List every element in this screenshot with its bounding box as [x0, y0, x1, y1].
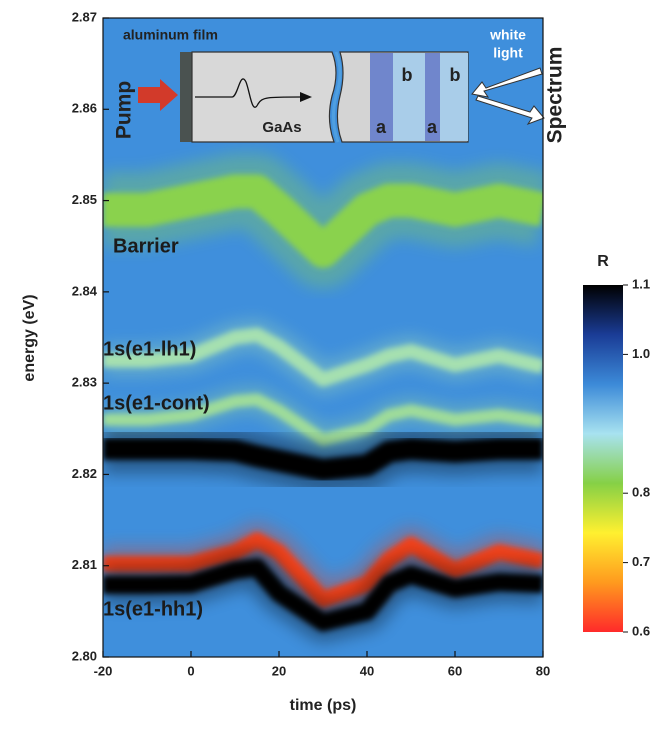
band	[103, 327, 543, 387]
gaas-body	[191, 51, 337, 143]
output-arrow	[475, 95, 545, 126]
layer-b	[393, 53, 425, 141]
colorbar-tick-label: 0.7	[632, 554, 650, 569]
film	[180, 52, 192, 142]
colorbar	[583, 285, 623, 632]
x-tick-label: -20	[94, 663, 113, 678]
band	[103, 393, 543, 446]
layer-label: b	[450, 65, 461, 85]
x-tick-label: 40	[360, 663, 374, 678]
layer-a	[370, 53, 393, 141]
plot-frame	[102, 17, 544, 658]
bands	[103, 154, 543, 643]
y-tick-label: 2.82	[72, 466, 97, 481]
x-tick-label: 0	[187, 663, 194, 678]
colorbar-tick-label: 1.0	[632, 346, 650, 361]
band	[103, 437, 543, 481]
inset: aluminum film Pump GaAs a b a b white li…	[113, 27, 567, 144]
colorbar-tick-label: 1.1	[632, 276, 650, 291]
colorbar-tick-label: 0.8	[632, 485, 650, 500]
band	[103, 558, 543, 632]
x-tick-label: 60	[448, 663, 462, 678]
y-tick-label: 2.85	[72, 192, 97, 207]
x-axis-label: time (ps)	[290, 697, 357, 714]
x-tick-label: 20	[272, 663, 286, 678]
medium-label: GaAs	[262, 119, 301, 136]
x-tick-label: 80	[536, 663, 550, 678]
band-label: 1s(e1-lh1)	[103, 338, 196, 360]
layer-label: b	[402, 65, 413, 85]
pump-arrow	[138, 79, 178, 111]
y-tick-label: 2.87	[72, 9, 97, 24]
wave-edge	[331, 51, 342, 143]
film-label: aluminum film	[123, 27, 218, 43]
light-arrow	[471, 67, 543, 98]
output-label: Spectrum	[544, 47, 567, 144]
y-tick-label: 2.84	[72, 283, 98, 298]
light-label: white	[489, 27, 526, 43]
y-tick-label: 2.81	[72, 557, 97, 572]
pulse-arrow	[300, 92, 312, 102]
y-tick-label: 2.80	[72, 648, 97, 663]
colorbar-tick-label: 0.6	[632, 623, 650, 638]
y-axis-label: energy (eV)	[21, 294, 38, 381]
y-tick-label: 2.83	[72, 375, 97, 390]
layer-label: a	[427, 117, 438, 137]
band-label: 1s(e1-cont)	[103, 392, 210, 414]
layer-a	[425, 53, 440, 141]
band-label: 1s(e1-hh1)	[103, 598, 203, 620]
colorbar-label: R	[597, 253, 609, 270]
band	[103, 174, 543, 268]
pulse	[195, 78, 301, 108]
layer-b	[440, 53, 468, 141]
band-label: Barrier	[113, 235, 179, 257]
y-tick-label: 2.86	[72, 101, 97, 116]
light-label: light	[493, 45, 523, 61]
layer-label: a	[376, 117, 387, 137]
pump-label: Pump	[113, 81, 136, 139]
